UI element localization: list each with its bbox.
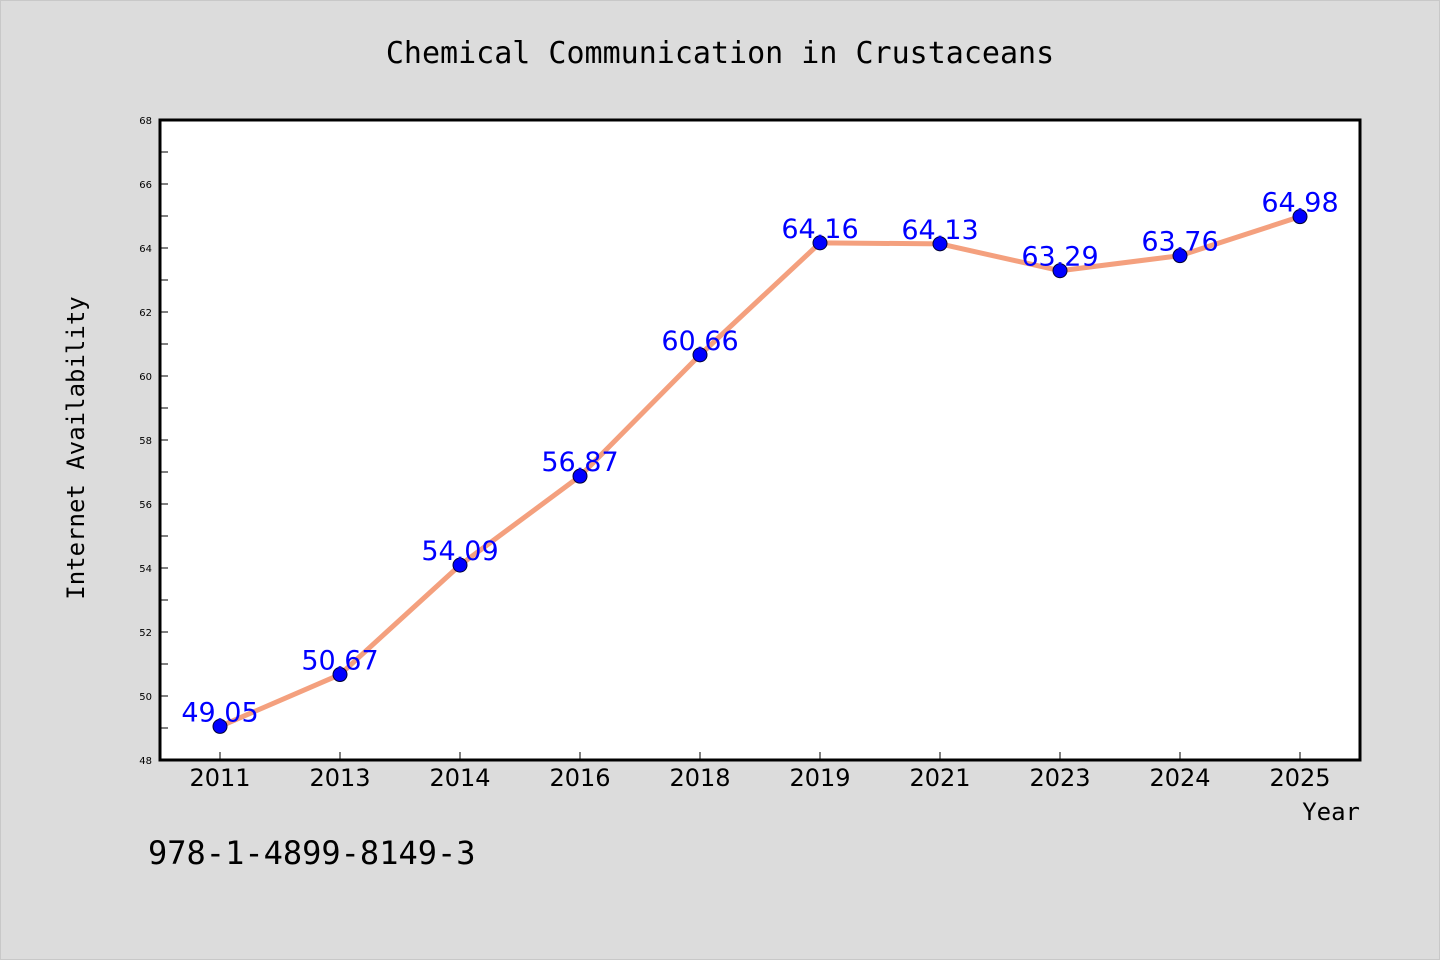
data-labels: 49.05 50.67 54.09 56.87 60.66 64.16 64.13 63.29… [181, 188, 1338, 729]
y-tick-label: 60 [139, 372, 152, 383]
x-tick-label: 2024 [1149, 764, 1210, 792]
data-point-2013 [332, 667, 348, 683]
y-tick-label: 68 [139, 116, 152, 127]
y-tick-label: 56 [139, 500, 152, 511]
x-tick-label: 2021 [909, 764, 970, 792]
x-tick-label: 2013 [309, 764, 370, 792]
y-tick-label: 50 [139, 692, 152, 703]
data-label-2011: 49.05 [181, 697, 258, 728]
plot-border [158, 118, 1362, 762]
data-label-2019: 64.16 [781, 214, 858, 245]
x-tick-label: 2025 [1269, 764, 1330, 792]
footnote-isbn: 978-1-4899-8149-3 [148, 834, 476, 872]
x-tick-label: 2018 [669, 764, 730, 792]
x-tick-label: 2016 [549, 764, 610, 792]
data-label-2016: 56.87 [541, 447, 618, 478]
data-point-2016 [572, 468, 588, 484]
y-tick-label: 48 [139, 756, 152, 767]
data-point-2019 [812, 235, 828, 251]
data-label-2023: 63.29 [1021, 242, 1098, 273]
x-tick-label: 2014 [429, 764, 490, 792]
data-label-2014: 54.09 [421, 536, 498, 567]
x-tick-label: 2023 [1029, 764, 1090, 792]
y-axis-label: Internet Availability [62, 296, 90, 599]
data-label-2013: 50.67 [301, 646, 378, 677]
x-axis-label: Year [1302, 798, 1360, 826]
data-point-2021 [932, 236, 948, 252]
x-tick-label: 2019 [789, 764, 850, 792]
data-markers [212, 209, 1308, 734]
data-point-2018 [692, 347, 708, 363]
data-label-2024: 63.76 [1141, 227, 1218, 258]
y-tick-label: 58 [139, 436, 152, 447]
data-label-2025: 64.98 [1261, 188, 1338, 219]
data-label-2021: 64.13 [901, 215, 978, 246]
y-tick-label: 66 [139, 180, 152, 191]
data-point-2011 [212, 718, 228, 734]
data-point-2014 [452, 557, 468, 573]
y-tick-label: 62 [139, 308, 152, 319]
data-point-2024 [1172, 248, 1188, 264]
data-point-2023 [1052, 263, 1068, 279]
x-axis: 2011 2013 2014 2016 2018 2019 2021 2023 2024 2025 [189, 752, 1331, 792]
chart-title: Chemical Communication in Crustaceans [386, 36, 1054, 71]
data-point-2025 [1292, 209, 1308, 225]
data-label-2018: 60.66 [661, 326, 738, 357]
y-tick-label: 54 [139, 564, 152, 575]
y-tick-label: 52 [139, 628, 152, 639]
x-tick-label: 2011 [189, 764, 250, 792]
series-line [217, 214, 1303, 729]
y-tick-label: 64 [139, 244, 152, 255]
